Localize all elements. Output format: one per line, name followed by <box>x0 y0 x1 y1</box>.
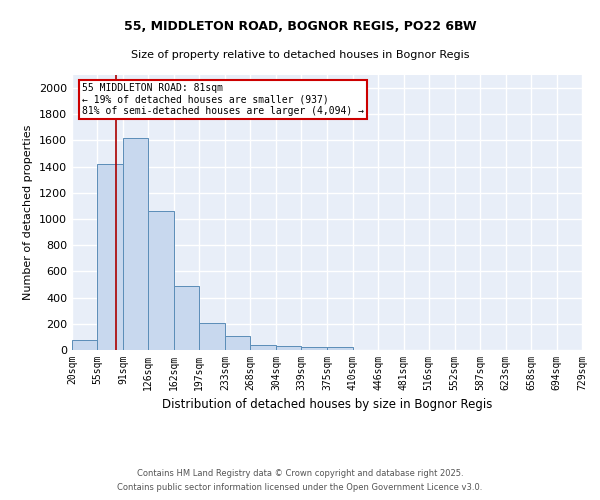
Text: Size of property relative to detached houses in Bognor Regis: Size of property relative to detached ho… <box>131 50 469 60</box>
Bar <box>174 286 199 350</box>
Text: Contains public sector information licensed under the Open Government Licence v3: Contains public sector information licen… <box>118 484 482 492</box>
Bar <box>301 348 328 350</box>
Bar <box>97 164 123 350</box>
Bar <box>250 345 276 350</box>
Bar <box>225 336 250 350</box>
Bar <box>199 323 225 350</box>
Bar <box>72 340 97 350</box>
X-axis label: Distribution of detached houses by size in Bognor Regis: Distribution of detached houses by size … <box>162 398 492 411</box>
Bar <box>276 346 301 350</box>
Bar <box>148 211 174 350</box>
Text: 55, MIDDLETON ROAD, BOGNOR REGIS, PO22 6BW: 55, MIDDLETON ROAD, BOGNOR REGIS, PO22 6… <box>124 20 476 33</box>
Text: 55 MIDDLETON ROAD: 81sqm
← 19% of detached houses are smaller (937)
81% of semi-: 55 MIDDLETON ROAD: 81sqm ← 19% of detach… <box>82 83 364 116</box>
Bar <box>328 348 353 350</box>
Text: Contains HM Land Registry data © Crown copyright and database right 2025.: Contains HM Land Registry data © Crown c… <box>137 468 463 477</box>
Y-axis label: Number of detached properties: Number of detached properties <box>23 125 34 300</box>
Bar <box>123 138 148 350</box>
